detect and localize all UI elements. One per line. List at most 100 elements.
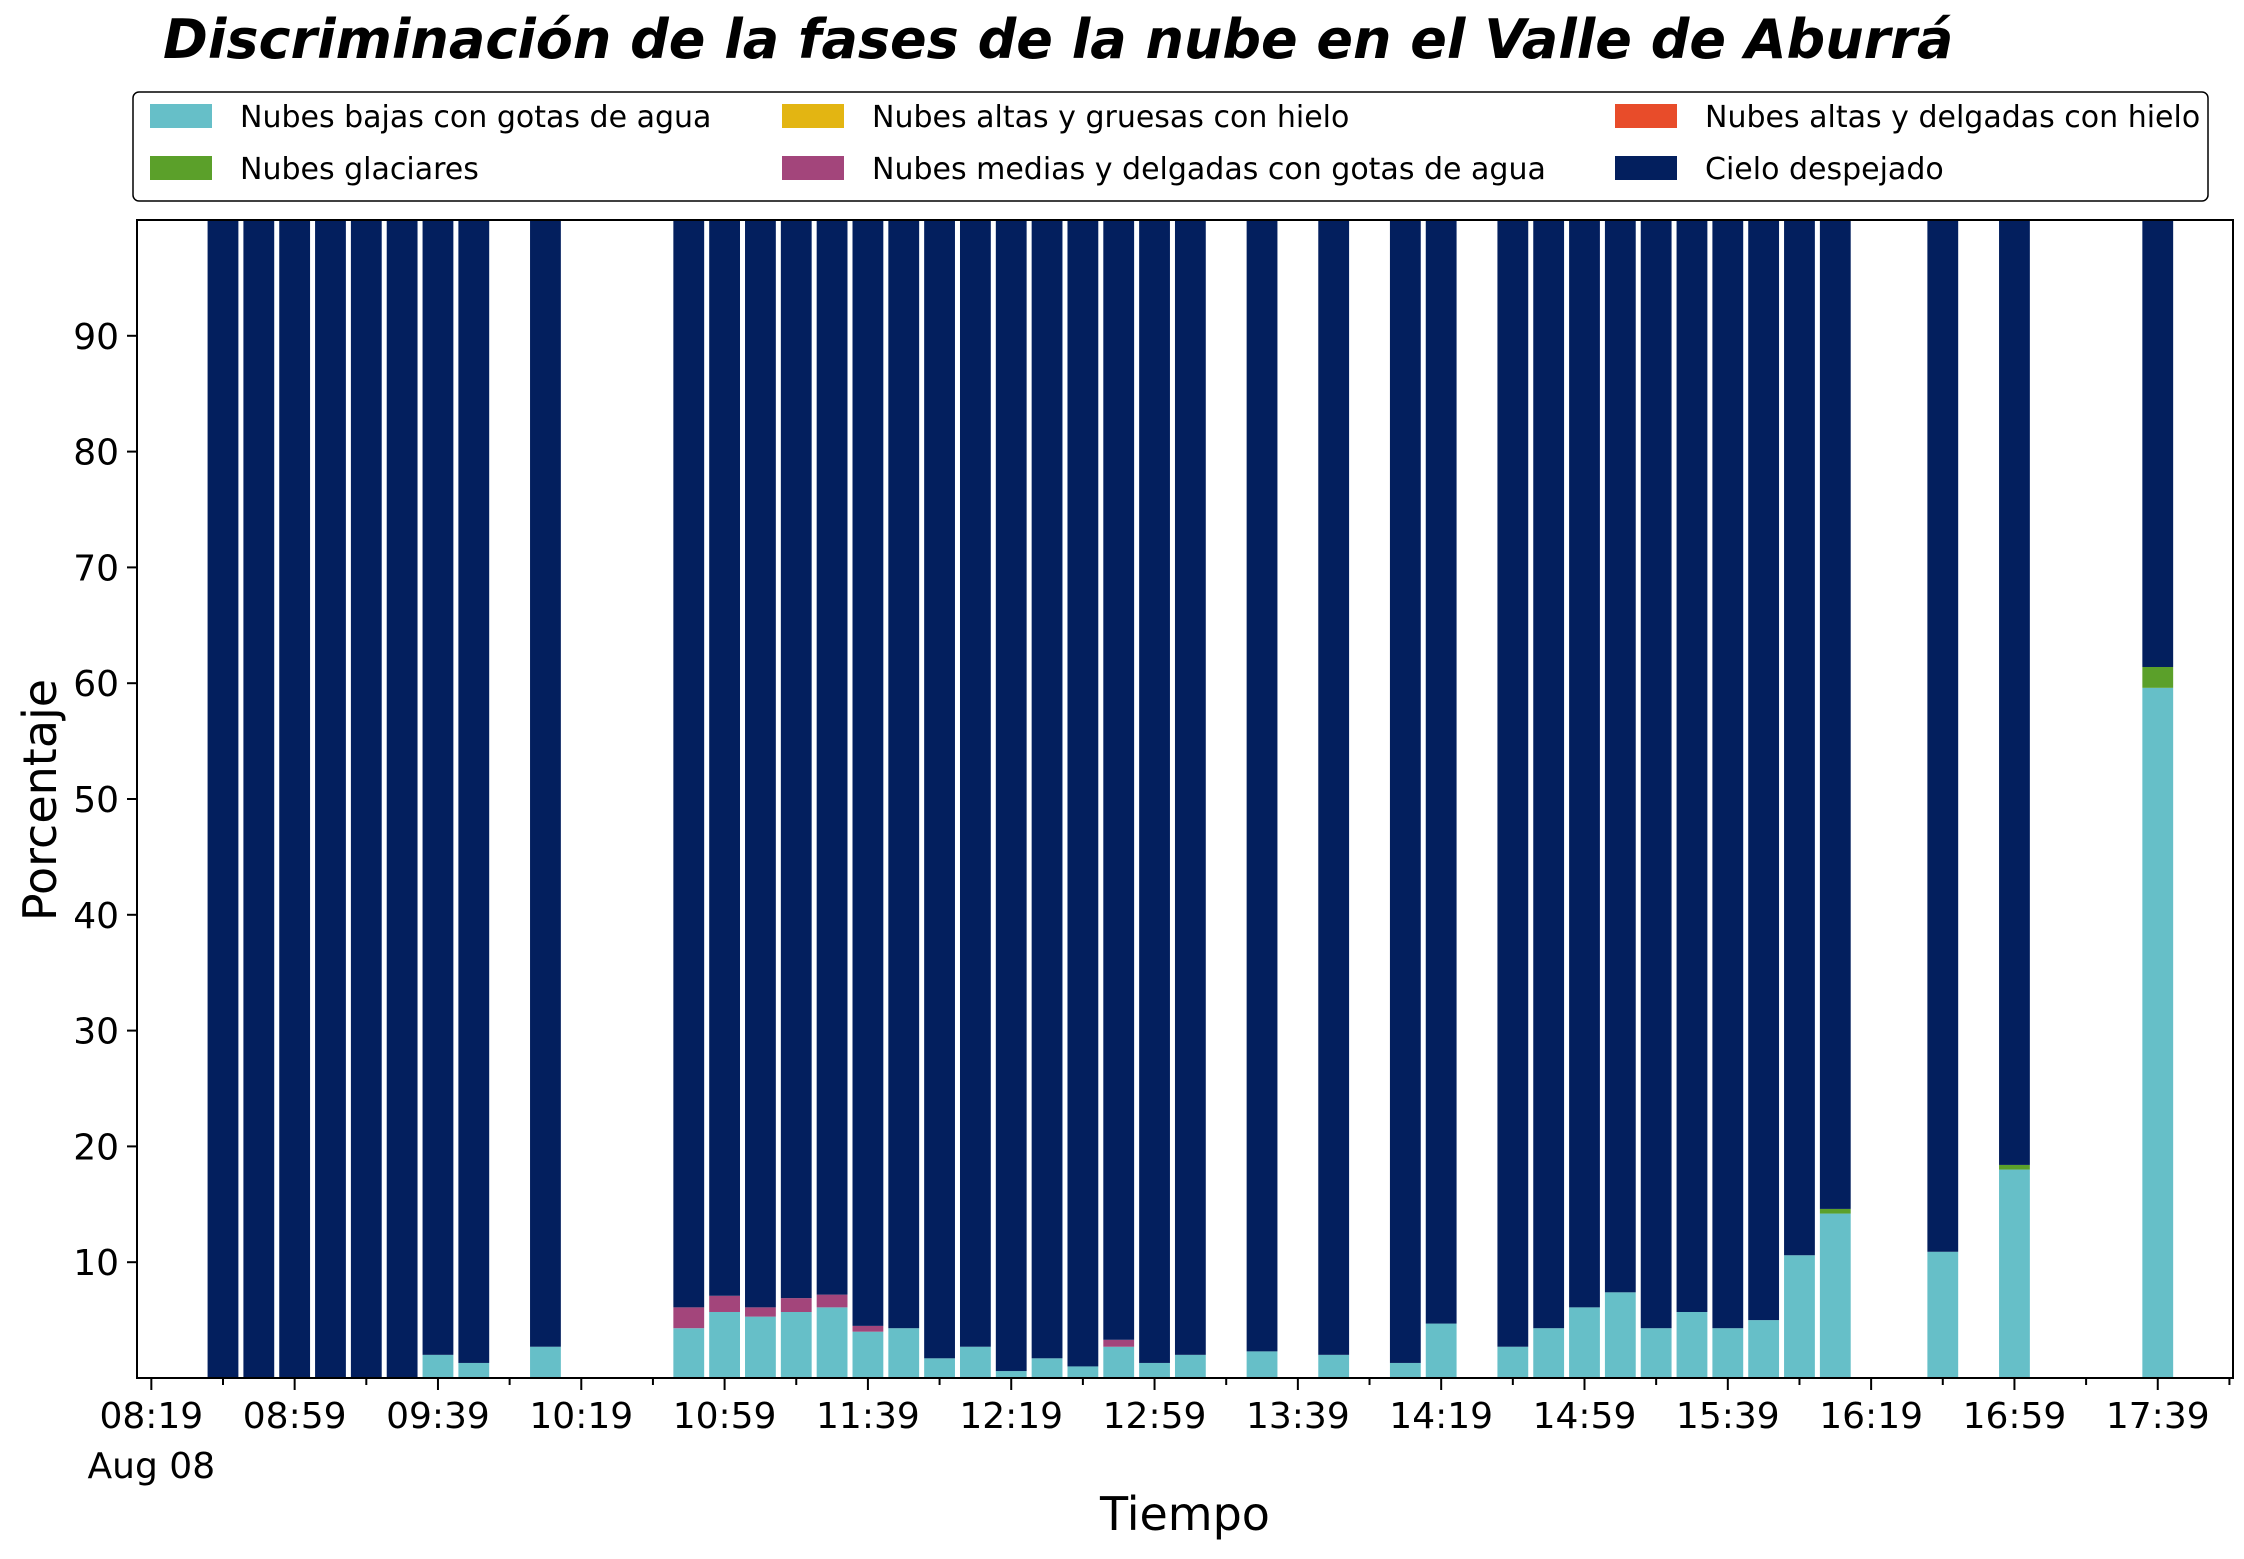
legend: Nubes bajas con gotas de agua Nubes glaci… [132,91,2209,202]
bar-segment-nubes-bajas-con-gotas-de-agua [888,1328,920,1378]
x-axis-label: Tiempo [1099,1487,1270,1541]
x-tick-label: 15:39 [1676,1396,1780,1437]
bar-segment-nubes-bajas-con-gotas-de-agua [1999,1169,2030,1378]
x-tick-label: 13:39 [1246,1396,1350,1437]
bar-segment-cielo-despejado [1389,220,1421,1363]
y-axis: 10 20 30 40 50 60 70 80 90 [73,317,137,1284]
bar-segment-cielo-despejado [530,220,561,1347]
x-tick-label: 11:39 [816,1396,920,1437]
bar-segment-cielo-despejado [959,220,991,1347]
bar-segment-cielo-despejado [1031,220,1063,1359]
bar-segment-nubes-bajas-con-gotas-de-agua [745,1316,776,1378]
y-tick-label: 80 [73,433,119,474]
bar-segment-nubes-bajas-con-gotas-de-agua [1784,1255,1815,1378]
x-tick-label: 08:59 [243,1396,347,1437]
x-axis: 08:19 08:59 09:39 10:19 10:59 11:39 12:19 12:59… [88,1378,2231,1487]
bar-segment-nubes-bajas-con-gotas-de-agua [673,1328,705,1378]
y-tick-label: 50 [73,780,119,821]
bar-segment-cielo-despejado [1999,220,2030,1165]
bar-segment-nubes-bajas-con-gotas-de-agua [924,1358,955,1378]
bar-segment-nubes-bajas-con-gotas-de-agua [816,1307,848,1378]
x-tick-label: 12:19 [959,1396,1063,1437]
bar-segment-nubes-glaciares [1819,1208,1851,1214]
legend-item-nubes-bajas-con-gotas-de-agua: Nubes bajas con gotas de agua [150,100,711,135]
bar-segment-cielo-despejado [1497,220,1529,1347]
bar-segment-nubes-medias-y-delgadas-con-gotas-de-agua [1103,1339,1135,1347]
bars-layer [207,220,2174,1378]
bar-segment-nubes-bajas-con-gotas-de-agua [1712,1328,1744,1378]
bar-segment-nubes-bajas-con-gotas-de-agua [1676,1311,1708,1378]
bar-segment-nubes-bajas-con-gotas-de-agua [1497,1346,1529,1378]
bar-segment-nubes-bajas-con-gotas-de-agua [1748,1320,1780,1378]
bar-segment-cielo-despejado [279,220,311,1378]
y-tick-label: 60 [73,664,119,705]
legend-label: Nubes altas y gruesas con hielo [872,100,1349,135]
bar-segment-cielo-despejado [243,220,275,1378]
bar-segment-nubes-bajas-con-gotas-de-agua [995,1371,1027,1378]
bar-segment-nubes-bajas-con-gotas-de-agua [1927,1251,1959,1378]
legend-swatch [150,156,212,180]
x-tick-label: 14:19 [1389,1396,1493,1437]
bar-segment-cielo-despejado [1246,220,1278,1352]
bar-segment-cielo-despejado [1927,220,1959,1252]
plot-area: 10 20 30 40 50 60 70 80 90 08:19 08:59 09:39 10:19 1… [73,219,2234,1487]
y-tick-label: 10 [73,1243,119,1284]
x-tick-label: 08:19 [99,1396,203,1437]
bar-segment-nubes-medias-y-delgadas-con-gotas-de-agua [673,1307,705,1329]
bar-segment-nubes-medias-y-delgadas-con-gotas-de-agua [745,1307,776,1317]
bar-segment-nubes-bajas-con-gotas-de-agua [1425,1323,1457,1378]
chart-title: Discriminación de la fases de la nube en… [163,8,1953,71]
legend-label: Nubes bajas con gotas de agua [240,100,711,135]
bar-segment-cielo-despejado [1569,220,1600,1308]
y-tick-label: 30 [73,1012,119,1053]
legend-swatch [150,104,212,128]
y-tick-label: 90 [73,317,119,358]
legend-item-cielo-despejado: Cielo despejado [1615,152,1944,187]
bar-segment-cielo-despejado [350,220,382,1378]
bar-segment-nubes-bajas-con-gotas-de-agua [1031,1358,1063,1378]
y-tick-label: 70 [73,548,119,589]
bar-segment-nubes-bajas-con-gotas-de-agua [530,1346,561,1378]
bar-segment-cielo-despejado [924,220,955,1359]
bar-segment-nubes-bajas-con-gotas-de-agua [458,1362,490,1378]
bar-segment-nubes-bajas-con-gotas-de-agua [709,1311,740,1378]
legend-label: Nubes glaciares [240,152,479,187]
bar-segment-nubes-medias-y-delgadas-con-gotas-de-agua [709,1295,740,1312]
bar-segment-cielo-despejado [207,220,239,1378]
x-tick-label: 12:59 [1103,1396,1207,1437]
bar-segment-nubes-bajas-con-gotas-de-agua [1103,1346,1135,1378]
bar-segment-cielo-despejado [458,220,490,1363]
bar-segment-nubes-bajas-con-gotas-de-agua [959,1346,991,1378]
bar-segment-cielo-despejado [1318,220,1350,1355]
legend-swatch [1615,156,1677,180]
bar-segment-nubes-bajas-con-gotas-de-agua [780,1311,812,1378]
bar-segment-cielo-despejado [1067,220,1099,1367]
bar-segment-nubes-bajas-con-gotas-de-agua [1569,1307,1600,1378]
x-tick-label: 16:19 [1819,1396,1923,1437]
bar-segment-cielo-despejado [2142,220,2174,667]
y-tick-label: 20 [73,1127,119,1168]
bar-segment-cielo-despejado [1533,220,1565,1329]
bar-segment-cielo-despejado [852,220,884,1326]
x-date-label: Aug 08 [88,1446,216,1487]
bar-segment-cielo-despejado [709,220,740,1296]
bar-segment-nubes-bajas-con-gotas-de-agua [1246,1351,1278,1378]
legend-item-nubes-glaciares: Nubes glaciares [150,152,479,187]
bar-segment-nubes-bajas-con-gotas-de-agua [1819,1213,1851,1378]
bar-segment-cielo-despejado [745,220,776,1308]
bar-segment-cielo-despejado [422,220,454,1355]
legend-label: Nubes altas y delgadas con hielo [1705,100,2200,135]
legend-label: Cielo despejado [1705,152,1944,187]
legend-item-nubes-altas-y-gruesas-con-hielo: Nubes altas y gruesas con hielo [782,100,1349,135]
x-tick-label: 14:59 [1533,1396,1637,1437]
bar-segment-cielo-despejado [1748,220,1780,1321]
bar-segment-cielo-despejado [1103,220,1135,1340]
bar-segment-nubes-medias-y-delgadas-con-gotas-de-agua [780,1298,812,1312]
legend-swatch [1615,104,1677,128]
bar-segment-nubes-bajas-con-gotas-de-agua [422,1354,454,1378]
x-tick-label: 16:59 [1963,1396,2067,1437]
bar-segment-nubes-bajas-con-gotas-de-agua [2142,687,2174,1378]
bar-segment-nubes-bajas-con-gotas-de-agua [1640,1328,1672,1378]
bar-segment-cielo-despejado [1425,220,1457,1324]
legend-item-nubes-altas-y-delgadas-con-hielo: Nubes altas y delgadas con hielo [1615,100,2200,135]
